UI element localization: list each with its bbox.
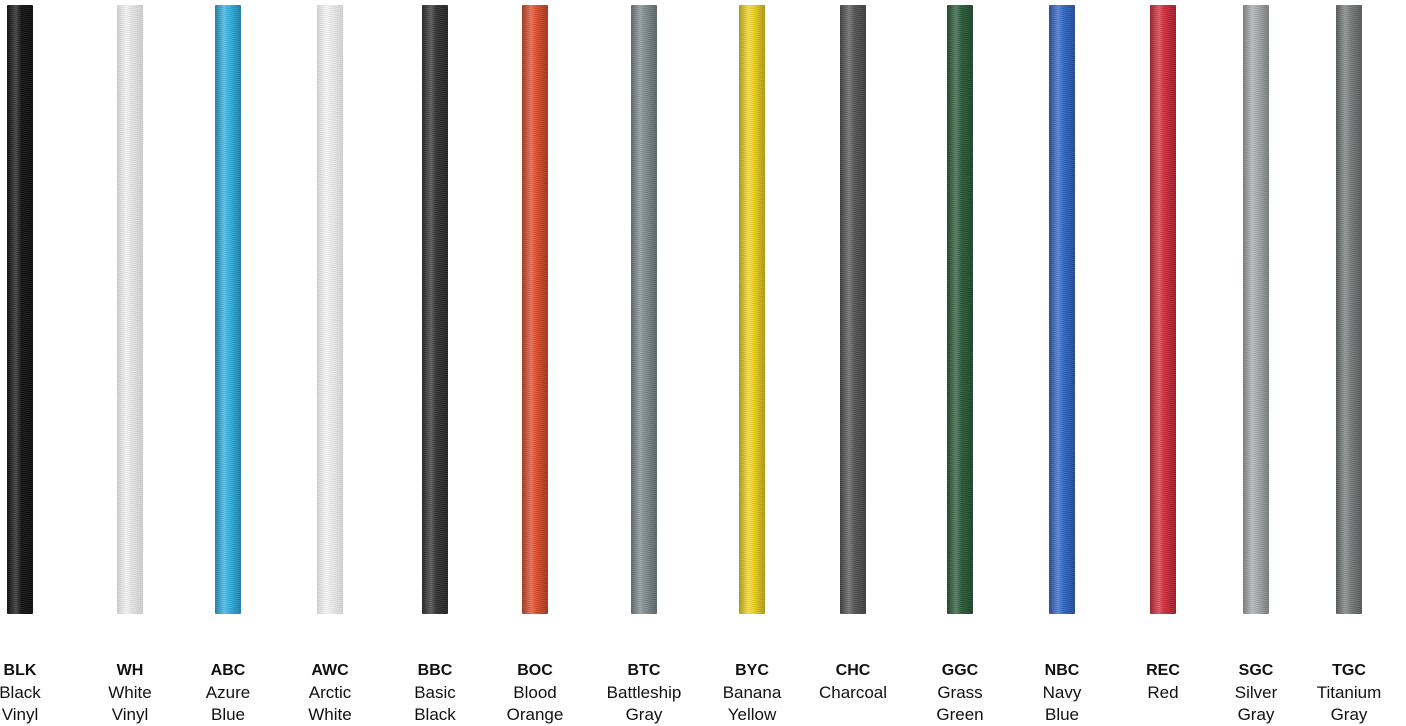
cable-sample[interactable] [1243,5,1269,614]
cable-sample[interactable] [7,5,33,614]
color-name-line: Vinyl [1,705,39,724]
swatch-label: BTC Battleship Gray [589,660,699,726]
color-name-line: Green [936,705,984,724]
color-name-line: Grass [937,683,983,702]
color-name-line: Titanium [1316,683,1382,702]
cable-sample[interactable] [1336,5,1362,614]
color-name-line: Gray [1237,705,1275,724]
color-name-line: Charcoal [818,683,888,702]
color-code: WH [116,662,144,679]
swatch-label: SGC Silver Gray [1201,660,1311,726]
cable-sample[interactable] [1049,5,1075,614]
color-name-line: Orange [506,705,564,724]
color-name-line: Vinyl [111,705,149,724]
color-code: BOC [517,662,553,679]
color-code: NBC [1044,662,1080,679]
color-name-line: Banana [722,683,782,702]
swatch-label: BBC Basic Black [380,660,490,726]
swatch-label: GGC Grass Green [905,660,1015,726]
color-name-line: Yellow [727,705,777,724]
swatch-label: NBC Navy Blue [1007,660,1117,726]
swatch-label: TGC Titanium Gray [1294,660,1404,726]
swatch-label: BOC Blood Orange [480,660,590,726]
color-name-line: Black [0,683,41,702]
cable-sample[interactable] [215,5,241,614]
color-code: REC [1146,662,1180,679]
cable-sample[interactable] [631,5,657,614]
swatch-label: BLK Black Vinyl [0,660,75,726]
color-code: BBC [417,662,453,679]
color-code: SGC [1238,662,1274,679]
cable-sample[interactable] [317,5,343,614]
swatch-label: AWC Arctic White [275,660,385,726]
color-name-line: Arctic [308,683,352,702]
cable-sample[interactable] [117,5,143,614]
color-code: BYC [735,662,769,679]
color-name-line: Gray [1330,705,1368,724]
cable-sample[interactable] [1150,5,1176,614]
color-name-line: Silver [1234,683,1278,702]
color-name-line: Navy [1042,683,1082,702]
cable-sample[interactable] [739,5,765,614]
swatch-label: ABC Azure Blue [173,660,283,726]
color-code: ABC [210,662,246,679]
color-code: BLK [3,662,37,679]
color-name-line: White [108,683,152,702]
color-name-line: Blue [210,705,246,724]
swatch-label: WH White Vinyl [75,660,185,726]
cable-sample[interactable] [840,5,866,614]
color-code: BTC [627,662,661,679]
swatch-label: CHC Charcoal [798,660,908,704]
color-name-line: Blue [1044,705,1080,724]
color-name-line: White [308,705,352,724]
color-name-line: Battleship [606,683,682,702]
swatch-label: REC Red [1108,660,1218,704]
color-name-line: Gray [625,705,663,724]
color-name-line: Basic [414,683,456,702]
color-code: GGC [941,662,979,679]
color-name-line: Red [1147,683,1179,702]
swatch-label: BYC Banana Yellow [697,660,807,726]
color-name-line: Azure [205,683,251,702]
color-name-line: Blood [513,683,557,702]
cable-sample[interactable] [522,5,548,614]
color-code: TGC [1332,662,1366,679]
color-code: CHC [835,662,871,679]
color-name-line: Black [414,705,456,724]
color-code: AWC [311,662,349,679]
cable-sample[interactable] [422,5,448,614]
cable-sample[interactable] [947,5,973,614]
